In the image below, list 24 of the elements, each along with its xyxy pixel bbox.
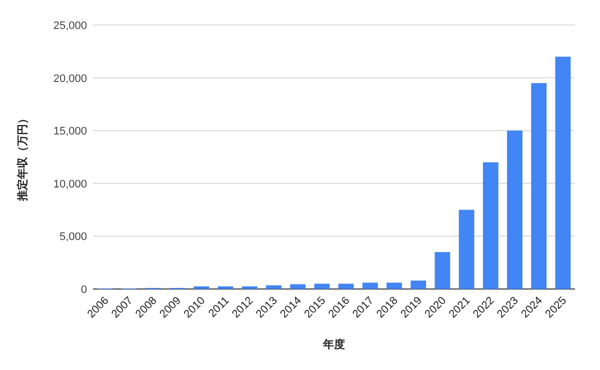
bar (386, 282, 402, 289)
y-tick-label: 0 (80, 284, 87, 296)
bar (531, 83, 547, 289)
bar (458, 210, 474, 289)
y-tick-label: 15,000 (53, 126, 87, 138)
bar (194, 286, 210, 289)
bar (507, 130, 522, 289)
bar (314, 284, 330, 289)
x-axis-title: 年度 (322, 338, 345, 351)
bar (218, 286, 234, 289)
bar (434, 252, 450, 289)
bar (266, 285, 282, 289)
y-tick-label: 10,000 (53, 178, 87, 190)
bar (482, 162, 498, 289)
y-tick-label: 20,000 (53, 72, 87, 85)
y-axis-title: 推定年収（万円） (16, 113, 29, 202)
bar (338, 284, 354, 289)
bar (242, 286, 258, 289)
bar (410, 280, 426, 289)
bar (555, 56, 571, 289)
y-tick-label: 25,000 (53, 20, 87, 32)
y-tick-label: 5,000 (59, 231, 87, 244)
bar (362, 282, 378, 289)
bar (290, 284, 306, 289)
